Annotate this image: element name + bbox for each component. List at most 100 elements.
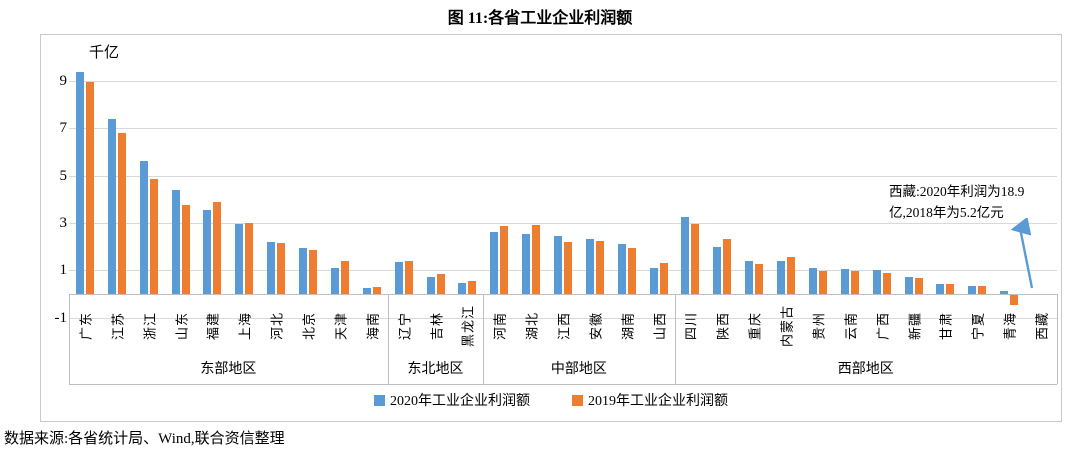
bar-v2020-河北	[267, 241, 276, 294]
gridline-y-7	[69, 128, 1057, 130]
x-label-text: 辽宁	[397, 311, 413, 341]
x-label-text: 河南	[492, 311, 508, 341]
y-tick-label-1: 1	[59, 262, 68, 279]
bar-v2020-宁夏	[968, 285, 977, 294]
bar-v2020-云南	[840, 269, 849, 294]
bar-v2019-陕西	[723, 239, 732, 294]
bar-v2019-江西	[564, 241, 572, 294]
bar-v2020-陕西	[713, 246, 722, 294]
bar-v2019-海南	[372, 286, 381, 294]
x-label-甘肃: 甘肃	[937, 297, 954, 355]
x-label-text: 浙江	[142, 311, 158, 341]
y-tick-label--1: -1	[54, 309, 68, 326]
bar-v2019-重庆	[755, 264, 764, 294]
x-label-text: 四川	[683, 311, 699, 341]
source-note: 数据来源:各省统计局、Wind,联合资信整理	[4, 431, 285, 447]
gridline-y-9	[69, 80, 1057, 82]
x-label-text: 安徽	[588, 311, 604, 341]
x-label-text: 河北	[269, 311, 285, 341]
x-label-广西: 广西	[874, 297, 890, 355]
x-label-新疆: 新疆	[906, 297, 922, 355]
bar-v2019-湖南	[627, 247, 636, 294]
x-label-text: 广东	[78, 311, 94, 341]
x-label-陕西: 陕西	[714, 297, 731, 355]
x-label-text: 上海	[237, 311, 253, 341]
bar-v2020-四川	[681, 216, 690, 294]
region-label-西部地区: 西部地区	[837, 362, 894, 377]
bar-v2020-安徽	[585, 239, 594, 294]
bar-v2020-西藏	[1032, 293, 1041, 295]
bar-v2019-浙江	[149, 179, 158, 294]
x-label-河南: 河南	[491, 297, 508, 355]
bar-v2019-湖北	[532, 225, 541, 294]
region-label-东北地区: 东北地区	[407, 362, 464, 377]
bar-v2019-北京	[309, 250, 318, 294]
x-label-湖北: 湖北	[523, 297, 540, 355]
x-label-贵州: 贵州	[810, 297, 826, 355]
x-label-text: 湖北	[524, 311, 540, 341]
bar-v2019-山西	[659, 263, 668, 294]
bar-v2020-新疆	[904, 276, 913, 294]
x-label-text: 福建	[205, 311, 221, 341]
x-label-青海: 青海	[1001, 297, 1018, 355]
bar-v2019-甘肃	[946, 284, 955, 294]
y-tick-label-9: 9	[59, 72, 68, 89]
x-label-黑龙江: 黑龙江	[459, 297, 476, 355]
legend: 2020年工业企业利润额 2019年工业企业利润额	[41, 390, 1061, 410]
bar-v2019-青海	[1010, 295, 1019, 305]
gridline-y-1	[69, 270, 1057, 272]
x-label-天津: 天津	[332, 297, 348, 355]
bar-v2020-辽宁	[394, 262, 403, 294]
x-label-text: 重庆	[747, 311, 763, 341]
annotation-tibet: 西藏:2020年利润为18.9 亿,2018年为5.2亿元	[889, 182, 1071, 224]
bar-v2020-福建	[203, 209, 212, 294]
bar-v2019-河南	[500, 226, 509, 294]
x-label-text: 江苏	[110, 311, 126, 341]
x-axis-line	[69, 294, 1057, 295]
bar-v2019-内蒙古	[787, 257, 796, 294]
x-label-text: 江西	[556, 311, 572, 341]
x-label-text: 陕西	[715, 311, 731, 341]
bar-v2020-吉林	[426, 277, 435, 294]
legend-item-2020: 2020年工业企业利润额	[374, 390, 530, 410]
x-label-text: 新疆	[907, 311, 923, 341]
bar-v2020-黑龙江	[458, 283, 467, 294]
x-label-上海: 上海	[236, 297, 253, 355]
bar-v2019-山东	[181, 205, 190, 294]
x-label-辽宁: 辽宁	[396, 297, 412, 355]
annotation-arrow-icon	[1010, 218, 1034, 289]
annotation-line-2: 亿,2018年为5.2亿元	[889, 204, 1004, 220]
bar-v2020-山东	[171, 189, 180, 294]
legend-item-2019: 2019年工业企业利润额	[572, 390, 728, 410]
x-label-西藏: 西藏	[1033, 297, 1050, 355]
bar-v2020-山西	[649, 267, 658, 294]
bar-v2019-吉林	[436, 273, 445, 294]
x-label-text: 山西	[652, 311, 668, 341]
bar-v2019-四川	[691, 224, 700, 294]
bar-v2020-北京	[299, 247, 308, 294]
bar-v2020-上海	[235, 224, 244, 294]
x-label-浙江: 浙江	[141, 297, 157, 355]
x-label-云南: 云南	[842, 297, 858, 355]
bar-v2020-青海	[1000, 291, 1009, 294]
region-divider	[483, 294, 485, 384]
x-label-山西: 山西	[651, 297, 667, 355]
region-divider	[674, 294, 676, 384]
legend-label-2019: 2019年工业企业利润额	[588, 394, 728, 409]
x-label-text: 山东	[174, 311, 190, 341]
x-label-text: 黑龙江	[460, 304, 476, 348]
bar-v2019-广西	[882, 272, 891, 294]
bar-v2020-甘肃	[936, 283, 945, 294]
x-label-四川: 四川	[682, 297, 699, 355]
y-tick-label-5: 5	[59, 167, 68, 184]
x-label-text: 西藏	[1034, 311, 1050, 341]
gridline-y-3	[69, 222, 1057, 224]
bar-v2020-天津	[330, 267, 339, 294]
bar-v2020-广西	[872, 270, 881, 294]
region-label-东部地区: 东部地区	[200, 362, 257, 377]
x-label-text: 甘肃	[938, 311, 954, 341]
x-label-河北: 河北	[268, 297, 285, 355]
bar-v2020-江西	[554, 235, 562, 294]
x-label-text: 云南	[843, 311, 859, 341]
region-label-中部地区: 中部地区	[550, 362, 607, 377]
